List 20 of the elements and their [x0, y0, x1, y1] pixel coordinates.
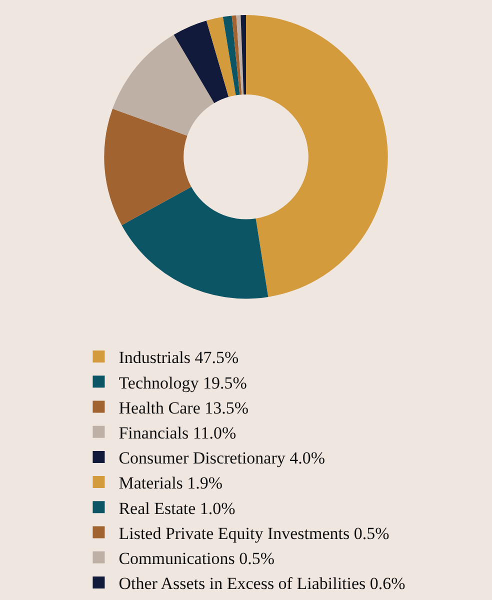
legend-label: Health Care 13.5%	[118, 398, 249, 418]
donut-slice	[174, 20, 229, 104]
donut-slice	[222, 16, 240, 96]
legend-label: Technology 19.5%	[118, 373, 247, 392]
donut-slice	[104, 108, 192, 226]
donut-slice	[240, 15, 246, 94]
legend-label: Other Assets in Excess of Liabilities 0.6%	[118, 574, 406, 594]
legend-label: Listed Private Equity Investments 0.5%	[118, 524, 390, 543]
donut-slice	[206, 16, 236, 97]
legend-label: Consumer Discretionary 4.0%	[118, 448, 326, 468]
legend-label: Financials 11.0%	[118, 423, 236, 442]
legend-label: Real Estate 1.0%	[118, 498, 236, 518]
donut-slice	[112, 34, 214, 136]
legend-label: Communications 0.5%	[118, 548, 275, 568]
donut-slice	[122, 186, 268, 299]
donut-slice	[236, 15, 244, 95]
legend-label: Industrials 47.5%	[118, 348, 239, 368]
donut-slice	[232, 15, 242, 95]
legend-label: Materials 1.9%	[118, 474, 223, 493]
donut-slice	[246, 15, 388, 297]
